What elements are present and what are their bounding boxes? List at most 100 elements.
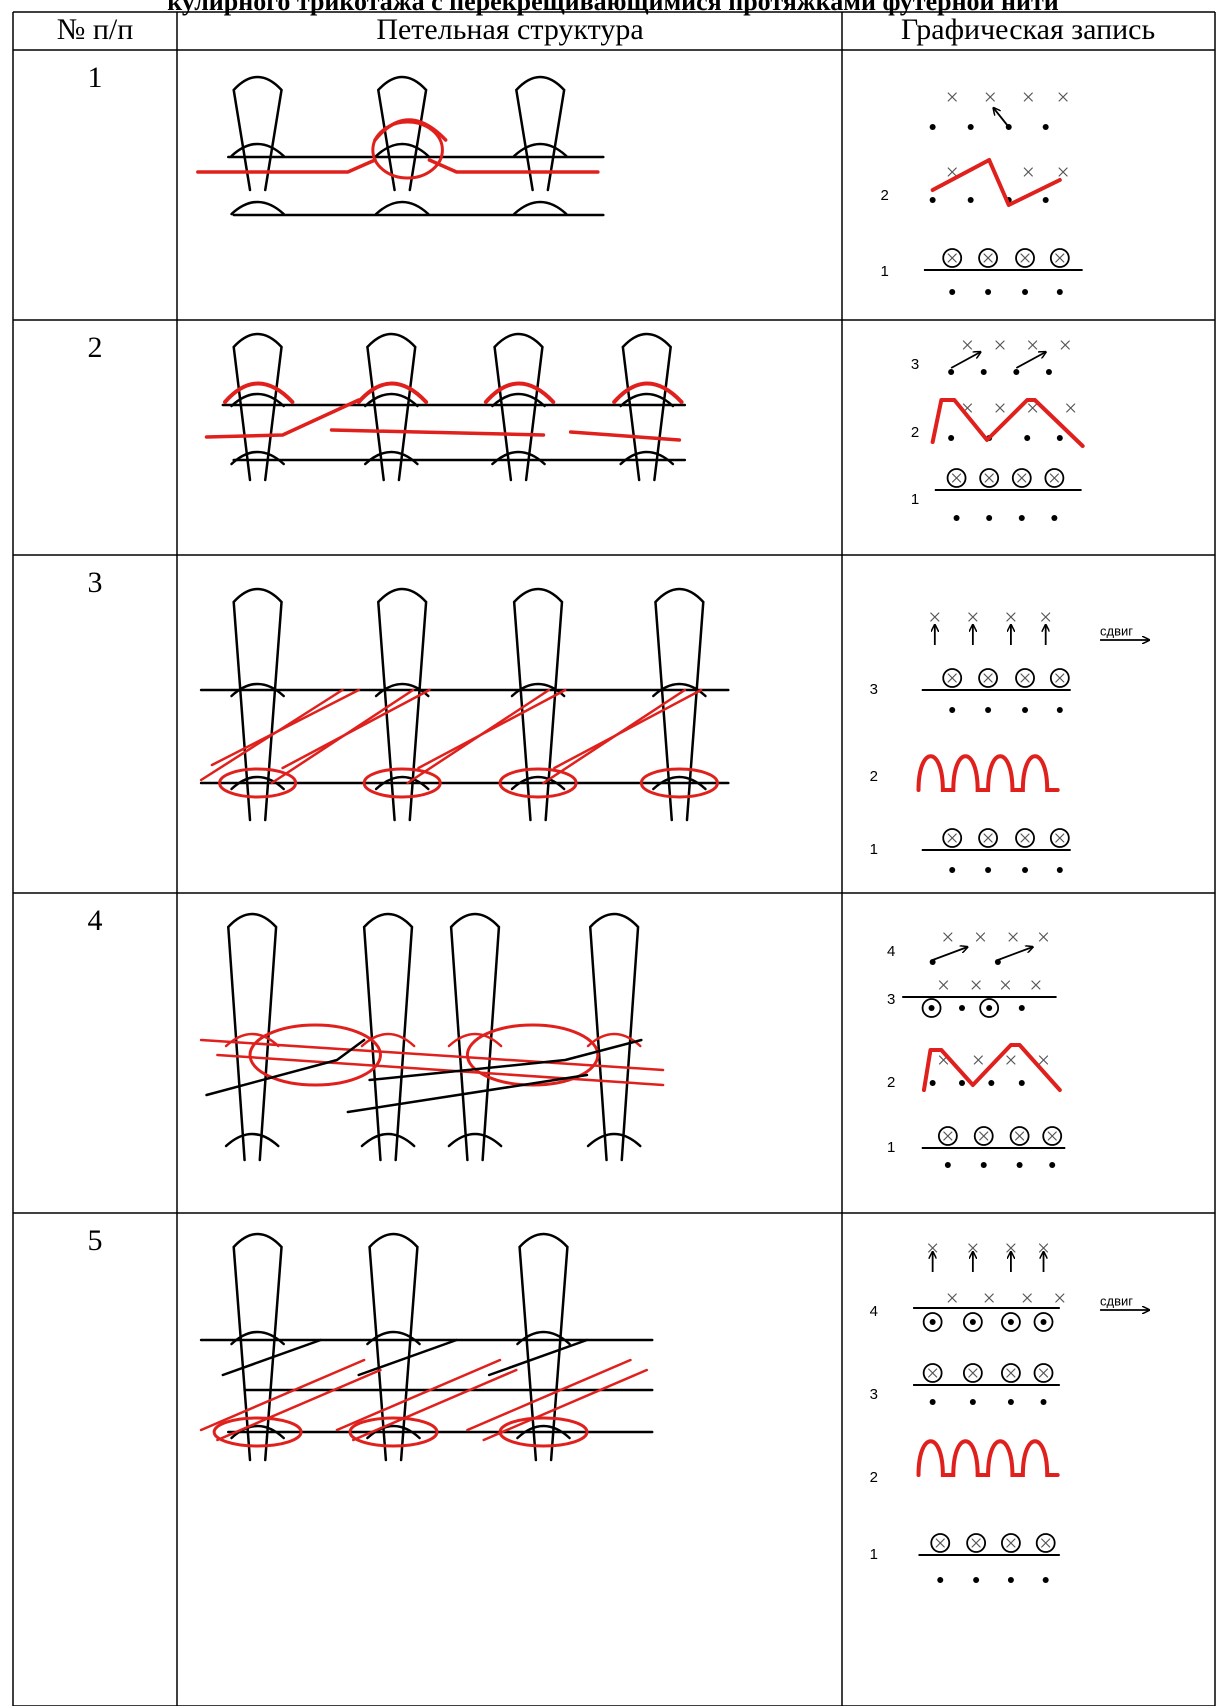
row-number: 3: [88, 566, 103, 599]
red-loop: [371, 120, 444, 180]
cross: [1006, 1538, 1016, 1548]
dot: [1022, 289, 1029, 295]
dot: [1042, 197, 1049, 203]
cross: [947, 833, 957, 843]
red-loop: [498, 767, 578, 799]
column-header: Графическая запись: [901, 13, 1155, 46]
red-loop: [223, 381, 295, 404]
cross: [1006, 1243, 1016, 1253]
cross: [1060, 340, 1070, 350]
loop-head: [363, 450, 419, 466]
ring: [979, 468, 1000, 488]
loop-head: [491, 450, 546, 466]
cross: [995, 340, 1005, 350]
ring: [921, 998, 942, 1018]
dot: [985, 289, 992, 295]
cross: [938, 980, 949, 990]
dot: [948, 369, 955, 375]
needle-loop: [377, 75, 428, 192]
cross: [1020, 253, 1030, 263]
arrow: [1015, 352, 1045, 369]
course-label: 3: [911, 356, 919, 373]
cross: [983, 253, 993, 263]
dot: [1007, 1319, 1014, 1325]
ring: [1001, 1533, 1021, 1553]
dot: [1056, 707, 1063, 713]
cross: [1055, 833, 1065, 843]
loop-head: [230, 392, 285, 408]
cross: [1038, 1368, 1049, 1378]
red-loop: [639, 767, 719, 799]
yarn: [329, 428, 546, 437]
red-loop: [212, 1416, 303, 1448]
course-label: 1: [870, 841, 878, 858]
course-label: 2: [887, 1074, 895, 1091]
cross: [928, 1368, 938, 1378]
course-label: 1: [870, 1546, 878, 1563]
cross: [1031, 980, 1041, 990]
red-wave: [916, 754, 1060, 792]
shift-label: сдвиг: [1100, 623, 1133, 638]
cross: [1041, 612, 1051, 622]
ring: [1001, 1363, 1021, 1383]
needle-loop: [621, 332, 672, 482]
cross: [935, 1538, 945, 1548]
ring: [1044, 468, 1065, 488]
loop-head: [230, 450, 285, 466]
yarn: [196, 158, 377, 174]
ring: [973, 1126, 994, 1146]
dot: [929, 1399, 936, 1405]
red-loop: [218, 767, 298, 799]
cross: [995, 403, 1005, 413]
dot: [953, 515, 960, 521]
cross: [973, 1055, 983, 1065]
yarn: [368, 1038, 643, 1082]
cross: [1008, 932, 1018, 942]
loop-head: [512, 142, 568, 158]
cross: [1038, 932, 1049, 942]
dot: [929, 1080, 936, 1086]
dot: [1007, 1399, 1014, 1405]
ring: [1033, 1312, 1054, 1332]
arrow: [994, 108, 1010, 128]
dot: [949, 707, 956, 713]
ring: [962, 1363, 983, 1383]
dot: [1018, 515, 1025, 521]
cross: [985, 92, 995, 102]
course-label: 2: [911, 424, 919, 441]
row-number: 4: [88, 904, 103, 937]
cross: [1022, 1293, 1032, 1303]
ring: [937, 1126, 958, 1146]
shift-label: сдвиг: [1100, 1293, 1133, 1308]
cross: [1041, 1538, 1051, 1548]
loop-head: [510, 775, 566, 791]
cross: [1000, 980, 1011, 990]
dot: [929, 197, 936, 203]
cross: [1006, 1368, 1016, 1378]
loop-head: [230, 1424, 285, 1440]
dot: [985, 707, 992, 713]
red-wave: [916, 1439, 1060, 1477]
cross: [1047, 1131, 1057, 1141]
cross: [947, 673, 957, 683]
ring: [1042, 1126, 1063, 1146]
ring: [1049, 828, 1070, 848]
loop-head: [374, 142, 430, 158]
red-loop: [483, 381, 556, 404]
loop-head: [230, 682, 285, 698]
cross: [1023, 92, 1033, 102]
ring: [1011, 468, 1032, 488]
row-number: 2: [88, 331, 103, 364]
dot: [994, 959, 1001, 965]
yarn: [417, 688, 567, 770]
dot: [929, 959, 936, 965]
dot: [986, 1005, 993, 1011]
course-label: 2: [870, 768, 878, 785]
arrow: [997, 947, 1033, 961]
cross: [983, 673, 993, 683]
cross: [1038, 1055, 1049, 1065]
cross: [1028, 340, 1038, 350]
ring: [1033, 1363, 1054, 1383]
yarn: [216, 1368, 382, 1442]
